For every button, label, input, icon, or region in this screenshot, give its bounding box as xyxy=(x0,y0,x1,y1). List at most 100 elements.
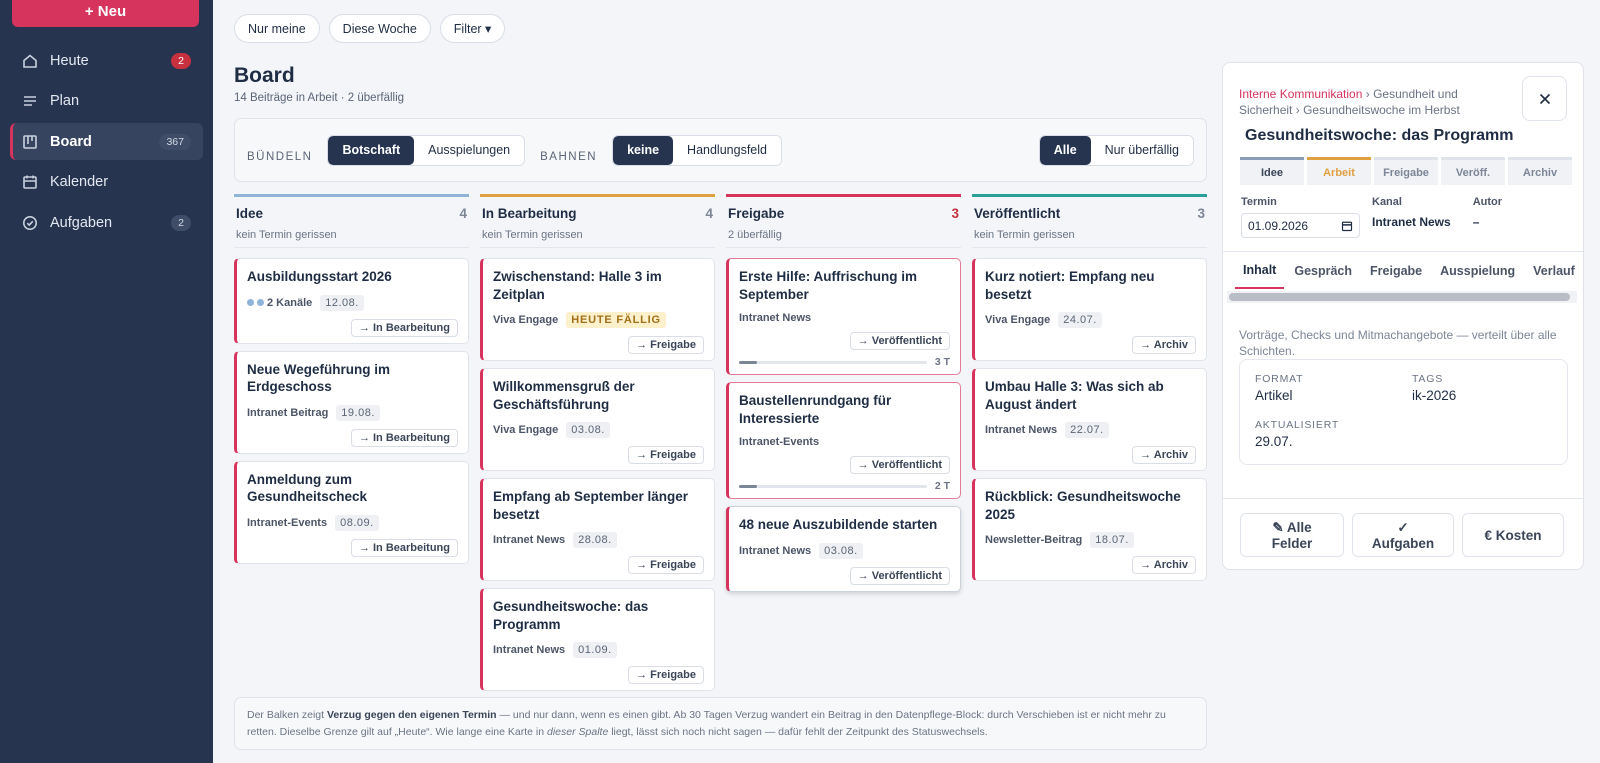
card[interactable]: Ausbildungsstart 2026 2 Kanäle 12.08. → In … xyxy=(234,258,469,344)
move-button[interactable]: → Archiv xyxy=(1132,556,1196,574)
segment-option[interactable]: Handlungsfeld xyxy=(673,135,781,165)
card[interactable]: Kurz notiert: Empfang neu besetzt Viva En… xyxy=(972,258,1207,361)
new-button[interactable]: + Neu xyxy=(12,0,199,27)
footnote-text: — und nur dann, wenn es einen gibt. Ab 3… xyxy=(247,709,1166,738)
stage[interactable]: Arbeit xyxy=(1307,157,1371,185)
breadcrumb-item[interactable]: Gesundheitswoche im Herbst xyxy=(1303,103,1460,117)
breadcrumb-item[interactable]: Gesundheit und Sicherheit xyxy=(1239,87,1458,117)
move-button[interactable]: → Veröffentlicht xyxy=(849,332,950,350)
column-header: In Bearbeitung 4 kein Termin gerissen xyxy=(480,194,715,248)
card[interactable]: Empfang ab September länger besetzt Intra… xyxy=(480,478,715,581)
column-header: Veröffentlicht 3 kein Termin gerissen xyxy=(972,194,1207,248)
card[interactable]: Willkommensgruß der Geschäftsführung Viva… xyxy=(480,368,715,471)
nav-item[interactable]: Board 367 xyxy=(10,123,203,160)
move-button[interactable]: → Freigabe xyxy=(628,666,704,684)
filter-pill[interactable]: Nur meine xyxy=(234,14,320,43)
detail-panel: Interne Kommunikation › Gesundheit und S… xyxy=(1222,62,1584,570)
nav-item[interactable]: Kalender xyxy=(10,164,203,201)
stage[interactable]: Archiv xyxy=(1508,157,1572,185)
card-list: Kurz notiert: Empfang neu besetzt Viva En… xyxy=(972,258,1207,581)
tab[interactable]: Verlauf xyxy=(1525,252,1583,289)
overdue-progress: 3 T xyxy=(739,356,950,368)
card-actions: → Veröffentlicht xyxy=(739,566,950,585)
field: Kanal Intranet News xyxy=(1372,196,1451,238)
tab[interactable]: Freigabe xyxy=(1362,252,1430,289)
column: Freigabe 3 2 überfällig Erste Hilfe: Auffri… xyxy=(726,194,961,691)
progress-fill xyxy=(739,484,757,488)
move-button[interactable]: → Veröffentlicht xyxy=(849,456,950,474)
card-title: Ausbildungsstart 2026 xyxy=(247,269,392,284)
date-input[interactable]: 01.09.2026 xyxy=(1241,213,1360,238)
column-subtitle: kein Termin gerissen xyxy=(974,229,1075,241)
nav-item[interactable]: Aufgaben 2 xyxy=(10,204,203,241)
nav-item[interactable]: Heute 2 xyxy=(10,42,203,79)
meta-item: TAGS ik-2026 xyxy=(1412,373,1562,405)
move-button[interactable]: → In Bearbeitung xyxy=(350,428,458,447)
detail-button[interactable]: ✓ Aufgaben xyxy=(1352,513,1454,557)
segment-option[interactable]: Botschaft xyxy=(328,135,415,165)
detail-button[interactable]: ✎ Alle Felder xyxy=(1240,513,1344,557)
card[interactable]: Neue Wegeführung im Erdgeschoss Intranet … xyxy=(234,350,469,454)
segment-option[interactable]: keine xyxy=(613,135,674,165)
card-meta: Intranet-Events xyxy=(739,436,950,448)
move-button[interactable]: → In Bearbeitung xyxy=(350,318,458,337)
column-count: 4 xyxy=(705,206,713,221)
move-button[interactable]: → Freigabe xyxy=(628,446,704,464)
breadcrumb-separator: › xyxy=(1365,87,1370,101)
card[interactable]: Erste Hilfe: Auffrischung im September In… xyxy=(726,258,961,375)
nav-label: Board xyxy=(50,133,92,150)
tab[interactable]: Inhalt xyxy=(1235,252,1285,289)
card-channel: Intranet News xyxy=(493,534,566,546)
filter-pill[interactable]: Filter ▾ xyxy=(439,14,506,43)
stage[interactable]: Idee xyxy=(1240,157,1304,185)
tab[interactable]: Gespräch xyxy=(1286,252,1360,289)
detail-button[interactable]: € Kosten xyxy=(1462,513,1564,557)
progress-fill xyxy=(739,360,757,364)
card-title: Empfang ab September länger besetzt xyxy=(493,489,689,522)
meta-value: Artikel xyxy=(1255,388,1293,403)
move-button[interactable]: → In Bearbeitung xyxy=(350,538,458,557)
card[interactable]: 48 neue Auszubildende starten Intranet Ne… xyxy=(726,506,961,592)
scrollbar-thumb xyxy=(1229,293,1570,301)
filter-pill[interactable]: Diese Woche xyxy=(328,14,431,43)
column-header-row: Veröffentlicht 3 xyxy=(974,206,1205,221)
card-date: 18.07. xyxy=(1090,532,1134,548)
card[interactable]: Baustellenrundgang für Interessierte Intr… xyxy=(726,382,961,499)
segment-option[interactable]: Nur überfällig xyxy=(1090,135,1193,165)
card[interactable]: Zwischenstand: Halle 3 im Zeitplan Viva E… xyxy=(480,258,715,361)
footnote-strong: Verzug gegen den eigenen Termin xyxy=(326,709,497,721)
card-meta: Newsletter-Beitrag 18.07. xyxy=(985,532,1196,548)
meta-item: FORMAT Artikel xyxy=(1255,373,1412,405)
stage-bar: Idee Arbeit Freigabe Veröff. Archiv xyxy=(1240,157,1572,185)
stage[interactable]: Veröff. xyxy=(1441,157,1505,185)
card[interactable]: Umbau Halle 3: Was sich ab August ändert… xyxy=(972,368,1207,471)
nav-label: Aufgaben xyxy=(50,214,113,231)
move-button[interactable]: → Freigabe xyxy=(628,556,704,574)
card-title: Baustellenrundgang für Interessierte xyxy=(739,393,892,426)
nav-item[interactable]: Plan xyxy=(10,83,203,120)
card-title: Zwischenstand: Halle 3 im Zeitplan xyxy=(493,269,662,302)
segment-option[interactable]: Alle xyxy=(1039,135,1091,165)
card[interactable]: Rückblick: Gesundheitswoche 2025 Newslett… xyxy=(972,478,1207,581)
card-channel: Intranet News xyxy=(985,424,1058,436)
segment-option[interactable]: Ausspielungen xyxy=(414,135,525,165)
tab[interactable]: Ausspielung xyxy=(1432,252,1523,289)
column: Idee 4 kein Termin gerissen Ausbildungsstar… xyxy=(234,194,469,691)
move-button[interactable]: → Archiv xyxy=(1132,446,1196,464)
move-button[interactable]: → Veröffentlicht xyxy=(849,566,950,585)
breadcrumb-item[interactable]: Interne Kommunikation xyxy=(1239,87,1363,101)
stage[interactable]: Freigabe xyxy=(1374,157,1438,185)
card-actions: → Freigabe xyxy=(493,666,704,684)
card[interactable]: Anmeldung zum Gesundheitscheck Intranet-E… xyxy=(234,460,469,564)
column-title: In Bearbeitung xyxy=(482,206,577,221)
card[interactable]: Gesundheitswoche: das Programm Intranet N… xyxy=(480,588,715,691)
move-button[interactable]: → Archiv xyxy=(1132,336,1196,354)
close-button[interactable] xyxy=(1522,76,1567,121)
move-button[interactable]: → Freigabe xyxy=(628,336,704,354)
nav-icon xyxy=(23,134,37,149)
card-date: 22.07. xyxy=(1065,422,1109,438)
column-header-row: In Bearbeitung 4 xyxy=(482,206,713,221)
nav-badge: 2 xyxy=(171,214,191,231)
